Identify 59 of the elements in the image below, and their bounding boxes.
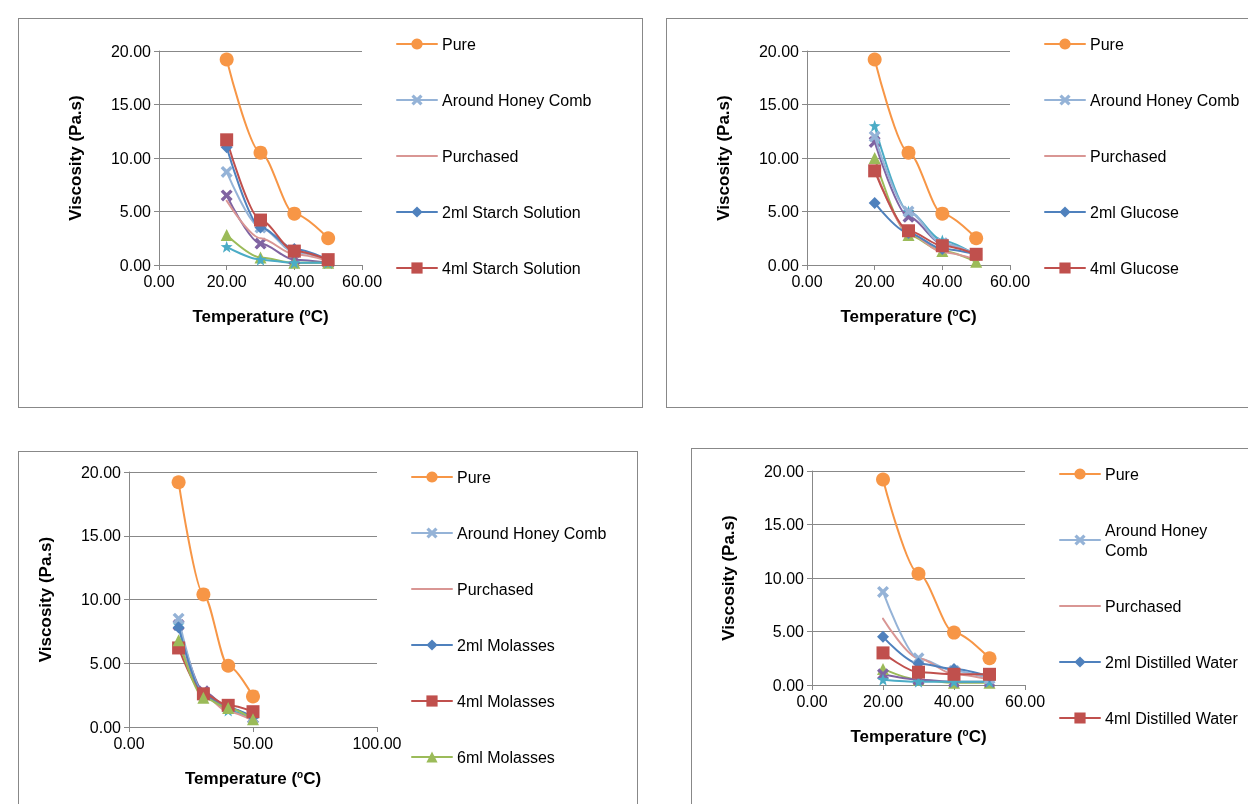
x-tick-label: 0.00 [791, 272, 823, 290]
y-tick-label: 0.00 [767, 256, 800, 274]
legend-label: 4ml Starch Solution [442, 259, 581, 277]
y-axis-title: Viscosity (Pa.s) [719, 515, 738, 641]
x-tick-label: 60.00 [1004, 692, 1046, 710]
y-tick-label: 5.00 [119, 203, 152, 220]
legend-label: Purchased [1090, 147, 1167, 165]
y-tick-label: 15.00 [80, 527, 122, 545]
x-tick-label: 20.00 [862, 692, 904, 710]
y-axis-title: Viscosity (Pa.s) [714, 95, 733, 221]
y-tick-label: 15.00 [763, 516, 805, 533]
x-tick-label: 40.00 [933, 692, 975, 710]
y-axis-title: Viscosity (Pa.s) [36, 536, 55, 663]
legend-label: 4ml Distilled Water [1105, 709, 1239, 727]
y-tick-label: 15.00 [758, 96, 800, 113]
legend-label: 4ml Glucose [1090, 259, 1180, 277]
y-tick-label: 10.00 [110, 149, 152, 167]
y-tick-label: 5.00 [89, 654, 122, 672]
legend-label: Pure [457, 468, 491, 486]
legend-label: Pure [442, 35, 476, 53]
x-tick-label: 20.00 [854, 272, 895, 290]
legend-label: 2ml Molasses [457, 636, 555, 654]
x-tick-label: 100.00 [352, 734, 402, 752]
legend-label: 6ml Molasses [457, 748, 555, 766]
y-axis-title: Viscosity (Pa.s) [66, 95, 85, 221]
legend-label: Pure [1105, 465, 1139, 483]
legend-label: Purchased [457, 580, 534, 598]
legend-label: Around Honey Comb [1105, 521, 1212, 559]
x-tick-label: 60.00 [989, 272, 1031, 290]
y-tick-label: 20.00 [758, 42, 800, 60]
y-tick-label: 10.00 [80, 591, 122, 608]
y-tick-label: 20.00 [763, 462, 805, 480]
legend-label: 2ml Starch Solution [442, 203, 581, 221]
legend-label: Purchased [1105, 597, 1182, 615]
y-tick-label: 20.00 [110, 42, 152, 60]
y-tick-label: 0.00 [772, 676, 805, 694]
x-tick-label: 20.00 [206, 272, 247, 290]
x-tick-label: 0.00 [796, 692, 828, 710]
legend-label: Around Honey Comb [442, 91, 592, 109]
y-tick-label: 10.00 [758, 149, 800, 167]
y-tick-label: 15.00 [110, 96, 152, 113]
legend-label: Around Honey Comb [1090, 91, 1240, 109]
x-tick-label: 60.00 [341, 272, 383, 290]
x-tick-label: 40.00 [274, 272, 315, 290]
x-tick-label: 40.00 [922, 272, 963, 290]
x-tick-label: 50.00 [232, 734, 274, 752]
legend-label: 4ml Molasses [457, 692, 555, 710]
y-tick-label: 10.00 [763, 569, 805, 587]
legend-label: 2ml Distilled Water [1105, 653, 1239, 671]
y-tick-label: 5.00 [767, 203, 800, 220]
legend-label: 2ml Glucose [1090, 203, 1180, 221]
x-tick-label: 0.00 [143, 272, 175, 290]
y-tick-label: 0.00 [89, 718, 122, 736]
legend-label: Purchased [442, 147, 519, 165]
y-tick-label: 0.00 [119, 256, 152, 274]
legend-label: Pure [1090, 35, 1124, 53]
legend-label: Around Honey Comb [457, 524, 607, 542]
y-tick-label: 20.00 [80, 463, 122, 481]
y-tick-label: 5.00 [772, 623, 805, 640]
